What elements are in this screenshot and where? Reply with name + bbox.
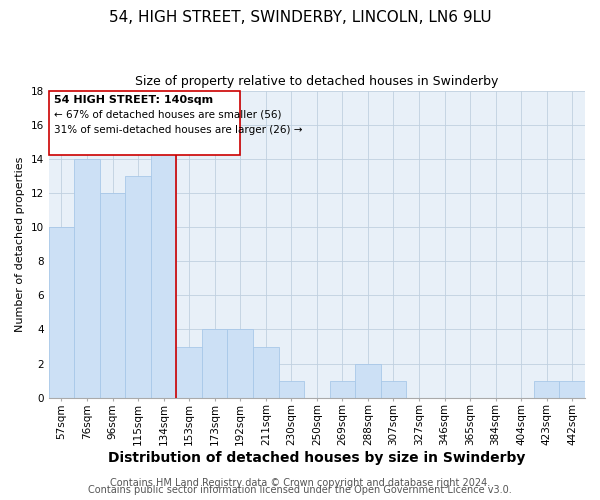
Bar: [74, 159, 100, 398]
Bar: [227, 330, 253, 398]
Bar: [278, 380, 304, 398]
Bar: [49, 227, 74, 398]
Title: Size of property relative to detached houses in Swinderby: Size of property relative to detached ho…: [135, 75, 499, 88]
Bar: [559, 380, 585, 398]
Bar: [534, 380, 559, 398]
Bar: [329, 380, 355, 398]
Bar: [100, 193, 125, 398]
Bar: [176, 346, 202, 398]
X-axis label: Distribution of detached houses by size in Swinderby: Distribution of detached houses by size …: [108, 451, 526, 465]
Bar: [380, 380, 406, 398]
Text: Contains public sector information licensed under the Open Government Licence v3: Contains public sector information licen…: [88, 485, 512, 495]
Text: 54, HIGH STREET, SWINDERBY, LINCOLN, LN6 9LU: 54, HIGH STREET, SWINDERBY, LINCOLN, LN6…: [109, 10, 491, 25]
Y-axis label: Number of detached properties: Number of detached properties: [15, 156, 25, 332]
Bar: [202, 330, 227, 398]
Bar: [253, 346, 278, 398]
Bar: [355, 364, 380, 398]
Text: ← 67% of detached houses are smaller (56): ← 67% of detached houses are smaller (56…: [54, 110, 281, 120]
Text: Contains HM Land Registry data © Crown copyright and database right 2024.: Contains HM Land Registry data © Crown c…: [110, 478, 490, 488]
Bar: [151, 142, 176, 398]
Bar: [125, 176, 151, 398]
Text: 31% of semi-detached houses are larger (26) →: 31% of semi-detached houses are larger (…: [54, 124, 302, 134]
Text: 54 HIGH STREET: 140sqm: 54 HIGH STREET: 140sqm: [54, 95, 213, 105]
FancyBboxPatch shape: [49, 90, 240, 156]
